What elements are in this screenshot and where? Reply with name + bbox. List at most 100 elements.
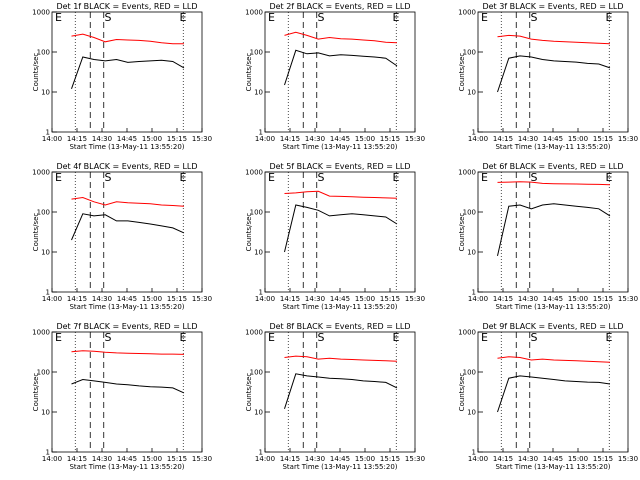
marker-e: E [268,171,275,184]
x-tick-label: 15:30 [192,295,212,303]
series-lld-line [497,34,611,45]
x-tick-label: 15:30 [405,295,425,303]
marker-e: E [606,11,613,24]
plot-frame [264,331,416,453]
marker-s: S [531,331,538,344]
x-tick-label: 15:30 [192,135,212,143]
series-events-line [71,378,185,394]
x-tick-label: 14:30 [518,295,538,303]
series-events-line [497,375,611,413]
x-tick-label: 15:00 [355,455,375,463]
y-tick-label: 100 [250,209,263,217]
y-axis-label: Counts/sec [458,213,466,252]
x-tick-label: 14:00 [468,455,488,463]
y-tick-label: 1000 [32,329,50,337]
marker-e: E [180,331,187,344]
x-tick-label: 14:30 [92,135,112,143]
x-tick-label: 14:15 [280,135,300,143]
x-tick-label: 14:45 [543,455,563,463]
x-tick-label: 15:30 [618,295,638,303]
marker-s: S [105,171,112,184]
y-tick-label: 100 [37,369,50,377]
marker-e: E [55,171,62,184]
series-events-line [497,203,611,257]
y-tick-label: 100 [463,209,476,217]
x-tick-label: 14:00 [255,135,275,143]
x-tick-label: 14:15 [493,135,513,143]
y-tick-label: 10 [254,89,263,97]
y-tick-label: 1000 [32,9,50,17]
series-events-line [284,49,398,86]
x-tick-label: 15:00 [568,295,588,303]
y-tick-label: 1000 [458,169,476,177]
x-tick-label: 15:30 [405,135,425,143]
y-tick-label: 10 [467,89,476,97]
y-tick-label: 1 [46,449,50,457]
marker-e: E [393,11,400,24]
y-tick-label: 1 [46,289,50,297]
x-tick-label: 15:00 [142,295,162,303]
x-axis-label: Start Time (13-May-11 13:55:20) [282,303,397,311]
y-tick-label: 1000 [245,169,263,177]
x-tick-label: 15:15 [593,135,613,143]
x-tick-label: 14:45 [117,295,137,303]
x-tick-label: 14:15 [67,295,87,303]
marker-e: E [393,171,400,184]
x-tick-label: 14:00 [42,295,62,303]
x-tick-label: 14:00 [255,295,275,303]
y-tick-label: 1 [472,449,476,457]
marker-e: E [268,331,275,344]
marker-s: S [318,171,325,184]
marker-s: S [318,11,325,24]
y-axis-label: Counts/sec [32,213,40,252]
series-lld-line [284,190,398,199]
x-tick-label: 15:15 [380,455,400,463]
plot-frame [264,171,416,293]
plot-frame [51,331,203,453]
x-tick-label: 14:45 [117,135,137,143]
x-tick-label: 15:15 [593,455,613,463]
panel-title: Det 3f BLACK = Events, RED = LLD [482,2,623,11]
x-tick-label: 15:15 [380,295,400,303]
series-events-line [284,373,398,409]
panel-title: Det 7f BLACK = Events, RED = LLD [56,322,197,331]
x-tick-label: 14:00 [42,455,62,463]
x-tick-label: 15:00 [142,455,162,463]
x-axis-label: Start Time (13-May-11 13:55:20) [282,143,397,151]
panel-title: Det 4f BLACK = Events, RED = LLD [56,162,197,171]
x-tick-label: 15:00 [355,295,375,303]
y-tick-label: 100 [37,209,50,217]
series-events-line [71,56,185,89]
x-tick-label: 15:00 [355,135,375,143]
series-events-line [71,213,185,241]
x-tick-label: 14:15 [280,295,300,303]
x-tick-label: 14:00 [468,295,488,303]
y-tick-label: 1 [259,289,263,297]
y-tick-label: 1 [259,129,263,137]
marker-e: E [606,331,613,344]
x-tick-label: 15:15 [167,135,187,143]
y-tick-label: 10 [467,409,476,417]
plot-frame [264,11,416,133]
marker-e: E [481,171,488,184]
x-axis-label: Start Time (13-May-11 13:55:20) [69,143,184,151]
y-tick-label: 10 [41,89,50,97]
y-tick-label: 1 [472,129,476,137]
series-events-line [284,204,398,253]
x-tick-label: 14:15 [67,135,87,143]
y-tick-label: 1000 [458,9,476,17]
y-tick-label: 100 [250,369,263,377]
y-tick-label: 1000 [32,169,50,177]
y-tick-label: 10 [41,409,50,417]
plot-frame [477,11,629,133]
y-axis-label: Counts/sec [32,53,40,92]
marker-e: E [55,331,62,344]
marker-s: S [318,331,325,344]
y-axis-label: Counts/sec [245,53,253,92]
x-tick-label: 14:30 [518,455,538,463]
